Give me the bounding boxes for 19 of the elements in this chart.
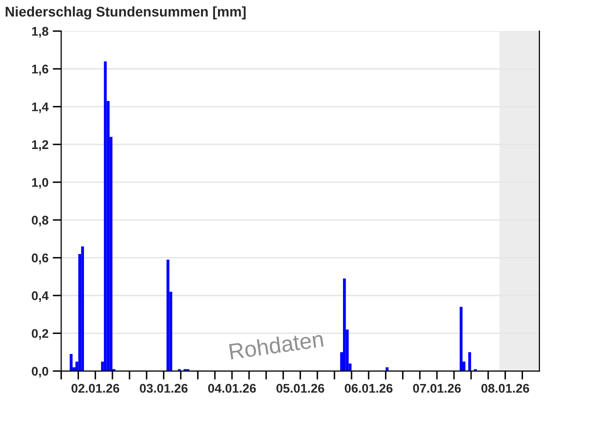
y-tick-label: 0,2 bbox=[32, 329, 48, 340]
x-tick-label: 05.01.26 bbox=[276, 384, 324, 393]
x-tick-label: 04.01.26 bbox=[208, 384, 256, 393]
y-tick-label: 0,8 bbox=[32, 216, 48, 226]
y-tick-label: 1,8 bbox=[32, 26, 48, 38]
x-tick-label: 03.01.26 bbox=[140, 384, 188, 393]
annotation: Rohdaten bbox=[229, 330, 324, 360]
y-tick-label: 0,4 bbox=[32, 291, 49, 302]
x-tick-label: 02.01.26 bbox=[72, 384, 120, 393]
x-tick-label: 06.01.26 bbox=[344, 384, 392, 393]
x-tick-label: 08.01.26 bbox=[481, 384, 530, 393]
y-tick-label: 1,2 bbox=[32, 140, 48, 151]
y-tick-label: 1,6 bbox=[32, 64, 48, 76]
x-tick-label: 07.01.26 bbox=[413, 384, 461, 393]
chart-title: Niederschlag Stundensummen [mm] bbox=[6, 6, 246, 20]
y-tick-label: 1,0 bbox=[32, 178, 48, 189]
y-tick-label: 1,4 bbox=[32, 102, 49, 114]
y-tick-label: 0,6 bbox=[32, 254, 48, 264]
y-tick-label: 0,0 bbox=[32, 366, 48, 378]
